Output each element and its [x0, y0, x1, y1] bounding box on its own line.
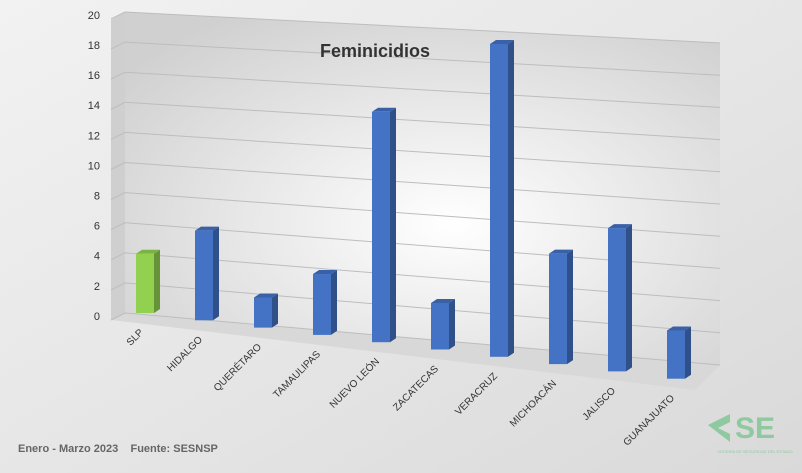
bar-front [372, 111, 390, 343]
bar [313, 270, 337, 335]
bar-side [154, 249, 160, 313]
bar-side [213, 226, 219, 321]
logo-arrow [708, 414, 730, 442]
grid-line [124, 41, 721, 76]
bar [254, 293, 278, 328]
bar [667, 326, 691, 379]
y-tick-label: 12 [88, 130, 100, 142]
y-tick-label: 2 [94, 281, 100, 293]
bar-front [313, 274, 331, 335]
bar [608, 224, 632, 372]
side-grid-line [110, 11, 126, 20]
bar-front [136, 253, 154, 313]
bar-top [195, 226, 219, 231]
bar [195, 226, 219, 321]
y-tick-label: 0 [94, 311, 100, 323]
grid-line [124, 131, 721, 173]
y-tick-label: 4 [94, 251, 100, 263]
bar-top [136, 249, 160, 254]
bar-side [272, 293, 278, 328]
bar-front [254, 297, 272, 328]
bar-top [608, 224, 632, 229]
grid-line [124, 11, 721, 44]
side-grid-line [110, 252, 126, 261]
side-grid-line [110, 131, 126, 140]
side-grid-line [110, 162, 126, 170]
logo-caption: VOCERÍA DE SEGURIDAD DEL ESTADO [717, 449, 792, 454]
bar-side [390, 107, 396, 343]
bar [136, 249, 160, 313]
bar [372, 107, 396, 343]
floor [111, 313, 720, 390]
logo-mark: SE [735, 412, 775, 445]
logo: SE VOCERÍA DE SEGURIDAD DEL ESTADO [708, 412, 793, 454]
side-grid-line [110, 71, 126, 80]
bar-side [449, 299, 455, 350]
bar-side [626, 224, 632, 372]
bar-top [667, 326, 691, 331]
bar [549, 249, 573, 365]
y-tick-label: 16 [88, 70, 100, 82]
side-grid-line [110, 222, 126, 231]
bar [431, 299, 455, 350]
bar-top [372, 107, 396, 112]
bar-front [608, 228, 626, 372]
side-grid-line [110, 192, 126, 201]
y-tick-label: 14 [88, 100, 100, 112]
bar-front [431, 303, 449, 350]
y-tick-label: 10 [88, 160, 100, 172]
grid-line [124, 162, 721, 205]
side-grid-line [110, 312, 126, 321]
bar-side [685, 326, 691, 379]
bar-top [549, 249, 573, 254]
side-grid-line [110, 101, 126, 110]
bar-front [667, 330, 685, 379]
bar-top [431, 299, 455, 303]
chart-title: Feminicidios [320, 41, 430, 61]
bar [490, 40, 514, 357]
side-grid-line [110, 41, 126, 50]
bar-side [567, 249, 573, 365]
grid-line [124, 71, 721, 108]
bar-front [490, 44, 508, 357]
bar-top [313, 270, 337, 275]
y-tick-label: 6 [94, 221, 100, 233]
footer: Enero - Marzo 2023 Fuente: SESNSP [18, 443, 218, 455]
bar-top [254, 293, 278, 298]
side-grid-line [110, 282, 126, 291]
grid-line [124, 101, 721, 141]
bar-front [195, 230, 213, 321]
bar-side [508, 40, 514, 357]
bar-front [549, 253, 567, 365]
y-tick-label: 20 [88, 10, 100, 22]
y-tick-label: 18 [88, 40, 100, 52]
y-tick-label: 8 [94, 191, 100, 203]
bar-top [490, 40, 514, 44]
bar-side [331, 270, 337, 335]
